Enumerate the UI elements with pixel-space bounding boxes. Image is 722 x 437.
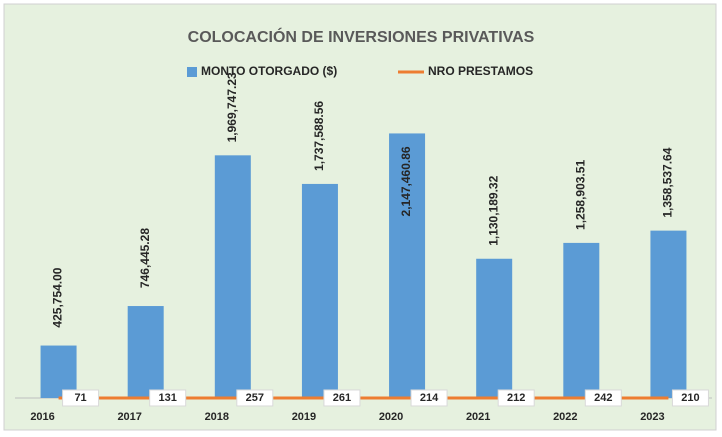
data-label-box xyxy=(149,389,187,407)
x-tick-label: 2018 xyxy=(205,411,229,423)
bar xyxy=(301,183,338,398)
data-label-box xyxy=(323,389,361,407)
data-label: 257 xyxy=(246,392,264,404)
x-tick-label: 2023 xyxy=(640,411,664,423)
legend-label: MONTO OTORGADO ($) xyxy=(201,64,337,78)
data-label: 242 xyxy=(594,392,612,404)
data-label-box xyxy=(236,389,274,407)
x-tick-label: 2021 xyxy=(466,411,490,423)
x-tick-label: 2017 xyxy=(117,411,141,423)
data-label: 425,754.00 xyxy=(51,267,65,327)
bar xyxy=(127,306,164,398)
bar xyxy=(563,242,600,398)
data-label: 2,147,460.86 xyxy=(399,146,413,216)
data-label: 214 xyxy=(420,392,439,404)
data-label: 1,130,189.32 xyxy=(486,175,500,245)
data-label-box xyxy=(410,389,448,407)
x-tick-label: 2020 xyxy=(379,411,403,423)
bar xyxy=(389,133,426,399)
data-label-box xyxy=(584,389,622,407)
chart-title: COLOCACIÓN DE INVERSIONES PRIVATIVAS xyxy=(188,27,535,46)
data-label: 1,737,588.56 xyxy=(312,101,326,171)
data-label: 210 xyxy=(681,392,699,404)
data-label: 131 xyxy=(159,392,177,404)
data-label: 1,969,747.23 xyxy=(225,72,239,142)
data-label: 71 xyxy=(74,392,86,404)
bar xyxy=(650,230,687,398)
bar xyxy=(476,258,513,398)
bar xyxy=(214,155,251,398)
x-tick-label: 2019 xyxy=(292,411,316,423)
data-label-box xyxy=(62,389,100,407)
x-tick-label: 2016 xyxy=(30,411,54,423)
data-label: 1,358,537.64 xyxy=(661,147,675,217)
data-label: 212 xyxy=(507,392,525,404)
chart-background xyxy=(3,3,717,431)
legend-label: NRO PRESTAMOS xyxy=(428,64,533,78)
legend-swatch xyxy=(187,67,197,77)
data-label-box xyxy=(497,389,535,407)
data-label: 1,258,903.51 xyxy=(573,160,587,230)
data-label-box xyxy=(671,389,709,407)
x-tick-label: 2022 xyxy=(553,411,577,423)
bar xyxy=(40,345,77,398)
data-label: 261 xyxy=(333,392,351,404)
data-label: 746,445.28 xyxy=(138,228,152,288)
